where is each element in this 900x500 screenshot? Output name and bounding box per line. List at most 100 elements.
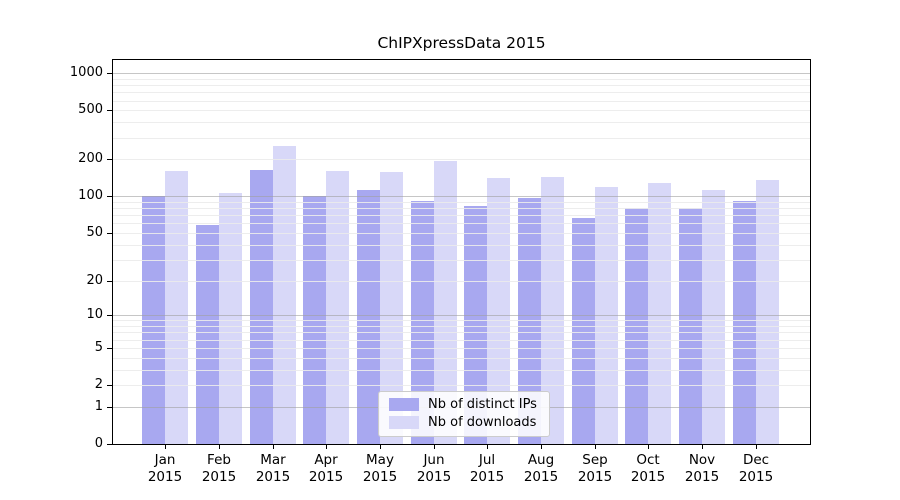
bar-downloads-oct — [648, 183, 671, 444]
x-tick-label: Feb 2015 — [187, 452, 251, 486]
bar-downloads-mar — [273, 146, 296, 444]
x-tick-month: Jan — [154, 452, 176, 468]
bar-downloads-jun — [434, 161, 457, 444]
x-tick-year: 2015 — [684, 469, 720, 485]
bar-distinct-ips-oct — [625, 208, 648, 444]
x-tick-label: Jun 2015 — [402, 452, 466, 486]
x-tick-month: Sep — [582, 452, 608, 468]
x-tick-mark — [648, 445, 649, 449]
x-tick-mark — [165, 445, 166, 449]
bar-downloads-sep — [595, 187, 618, 444]
bar-downloads-jul — [487, 178, 510, 444]
x-tick-mark — [326, 445, 327, 449]
y-tick-mark — [107, 196, 112, 197]
bars-layer — [113, 60, 810, 444]
bar-distinct-ips-nov — [679, 208, 702, 444]
x-tick-mark — [273, 445, 274, 449]
y-tick-mark — [107, 385, 112, 386]
x-tick-label: Jan 2015 — [133, 452, 197, 486]
bar-distinct-ips-dec — [733, 201, 756, 444]
bar-downloads-nov — [702, 190, 725, 444]
x-tick-label: Oct 2015 — [616, 452, 680, 486]
bar-downloads-dec — [756, 180, 779, 444]
bar-downloads-jan — [165, 171, 188, 444]
bar-downloads-may — [380, 172, 403, 444]
x-tick-label: May 2015 — [348, 452, 412, 486]
x-tick-year: 2015 — [255, 469, 291, 485]
y-tick-mark — [107, 73, 112, 74]
x-tick-month: Jul — [478, 452, 496, 468]
x-tick-label: Aug 2015 — [509, 452, 573, 486]
legend-label-distinct-ips: Nb of distinct IPs — [428, 397, 537, 412]
x-tick-month: Oct — [636, 452, 660, 468]
x-tick-mark — [219, 445, 220, 449]
y-tick-mark — [107, 159, 112, 160]
y-tick-mark — [107, 348, 112, 349]
x-tick-month: Jun — [423, 452, 445, 468]
chart-title: ChIPXpressData 2015 — [377, 34, 546, 52]
x-tick-label: Nov 2015 — [670, 452, 734, 486]
y-tick-label: 20 — [86, 273, 103, 288]
y-tick-mark — [107, 407, 112, 408]
x-tick-label: Mar 2015 — [241, 452, 305, 486]
y-tick-label: 2 — [94, 377, 103, 392]
y-tick-label: 0 — [94, 436, 103, 451]
y-tick-label: 100 — [78, 188, 103, 203]
bar-distinct-ips-sep — [572, 218, 595, 444]
legend: Nb of distinct IPs Nb of downloads — [378, 391, 550, 437]
y-tick-mark — [107, 233, 112, 234]
x-tick-year: 2015 — [630, 469, 666, 485]
y-tick-mark — [107, 110, 112, 111]
x-tick-year: 2015 — [469, 469, 505, 485]
y-tick-label: 1 — [94, 399, 103, 414]
x-tick-mark — [756, 445, 757, 449]
y-tick-label: 1000 — [69, 65, 103, 80]
x-tick-mark — [380, 445, 381, 449]
y-tick-mark — [107, 444, 112, 445]
x-tick-mark — [434, 445, 435, 449]
x-tick-mark — [595, 445, 596, 449]
bar-distinct-ips-mar — [250, 170, 273, 444]
x-tick-month: Dec — [742, 452, 770, 468]
bar-downloads-apr — [326, 171, 349, 444]
y-tick-label: 50 — [86, 225, 103, 240]
x-tick-year: 2015 — [147, 469, 183, 485]
bar-distinct-ips-jan — [142, 196, 165, 444]
x-tick-label: Apr 2015 — [294, 452, 358, 486]
x-tick-label: Jul 2015 — [455, 452, 519, 486]
y-tick-label: 200 — [78, 151, 103, 166]
x-tick-mark — [702, 445, 703, 449]
legend-swatch-downloads — [389, 416, 419, 429]
x-tick-label: Dec 2015 — [724, 452, 788, 486]
y-tick-label: 10 — [86, 307, 103, 322]
x-tick-year: 2015 — [201, 469, 237, 485]
x-tick-month: Feb — [207, 452, 231, 468]
x-tick-month: May — [366, 452, 394, 468]
legend-swatch-distinct-ips — [389, 398, 419, 411]
x-tick-mark — [487, 445, 488, 449]
x-tick-year: 2015 — [523, 469, 559, 485]
legend-label-downloads: Nb of downloads — [428, 415, 537, 430]
plot-area — [112, 59, 811, 445]
bar-distinct-ips-jun — [411, 201, 434, 444]
x-tick-mark — [541, 445, 542, 449]
bar-distinct-ips-feb — [196, 225, 219, 444]
x-tick-year: 2015 — [416, 469, 452, 485]
bar-distinct-ips-aug — [518, 198, 541, 444]
bar-downloads-feb — [219, 193, 242, 444]
y-tick-label: 500 — [78, 102, 103, 117]
x-tick-year: 2015 — [577, 469, 613, 485]
x-tick-year: 2015 — [362, 469, 398, 485]
x-tick-year: 2015 — [308, 469, 344, 485]
bar-downloads-aug — [541, 177, 564, 444]
legend-item-distinct-ips: Nb of distinct IPs — [389, 397, 537, 412]
x-tick-month: Mar — [260, 452, 286, 468]
x-tick-year: 2015 — [738, 469, 774, 485]
y-tick-label: 5 — [94, 340, 103, 355]
x-tick-label: Sep 2015 — [563, 452, 627, 486]
x-tick-month: Apr — [314, 452, 338, 468]
bar-distinct-ips-apr — [303, 196, 326, 444]
y-tick-mark — [107, 281, 112, 282]
x-tick-month: Nov — [688, 452, 716, 468]
